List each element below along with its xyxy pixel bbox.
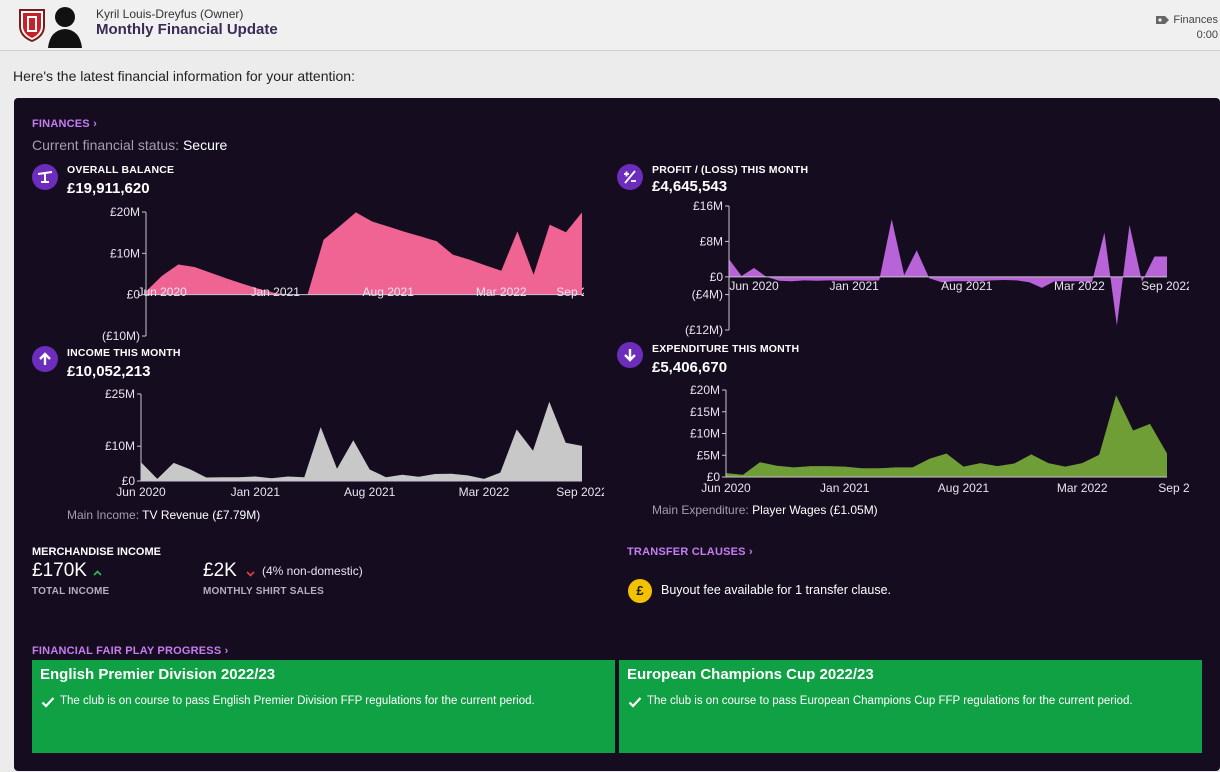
profit-chart: £16M £8M £0 (£4M) (£12M) Jun 2020 Jan 2021 Aug … [685,200,1189,337]
intro-text: Here's the latest financial information … [13,68,355,84]
x-tick-label: Jun 2020 [729,279,779,293]
y-tick-label: (£12M) [685,323,723,337]
series-area [726,395,1167,477]
y-tick-label: (£10M) [102,329,140,343]
x-tick-label: Mar 2022 [1054,279,1105,293]
y-tick-label: £10M [690,427,720,441]
message-time: 0:00 [1196,29,1218,41]
series-area [729,219,1167,326]
y-tick-label: £5M [697,448,720,462]
series-area [141,401,582,481]
trend-down-icon [246,571,255,577]
income-value: £10,052,213 [67,363,151,380]
shirt-sales-value: £2K [203,560,237,581]
merchandise-title: MERCHANDISE INCOME [32,546,161,558]
transfer-clause-text: Buyout fee available for 1 transfer clau… [661,583,891,597]
x-tick-label: Sep 2022 [1141,279,1189,293]
balance-chart: £20M £10M £0 (£10M) Jun 2020 Jan 2021 Aug 2021… [102,205,584,343]
x-tick-label: Mar 2022 [476,285,527,299]
balance-title: OVERALL BALANCE [67,164,175,176]
financial-status-value: Secure [182,137,228,153]
x-tick-label: Jan 2021 [231,485,281,499]
x-tick-label: Sep 2022 [1158,481,1189,495]
trend-up-icon [93,570,102,576]
ffp-card-continental[interactable]: European Champions Cup 2022/23 The club … [619,660,1202,753]
ffp-card-domestic[interactable]: English Premier Division 2022/23 The clu… [32,660,615,753]
y-tick-label: £20M [110,205,140,219]
expenditure-value: £5,406,670 [652,359,728,376]
x-tick-label: Sep 2022 [556,485,604,499]
main-expenditure-value: Player Wages (£1.05M) [752,503,878,517]
y-tick-label: £0 [127,288,141,302]
x-tick-label: Aug 2021 [938,481,990,495]
x-tick-label: Jun 2020 [701,481,751,495]
checkmark-icon [41,697,55,708]
main-income: Main Income: TV Revenue (£7.79M) [67,508,261,522]
x-tick-label: Aug 2021 [941,279,993,293]
x-tick-label: Aug 2021 [344,485,396,499]
expenditure-title: EXPENDITURE THIS MONTH [652,343,800,355]
x-tick-label: Aug 2021 [363,285,415,299]
y-tick-label: £0 [707,470,721,484]
x-tick-label: Jan 2021 [250,285,300,299]
checkmark-icon [628,697,642,708]
y-tick-label: £20M [690,383,720,397]
ffp-card-text: The club is on course to pass English Pr… [60,695,535,707]
shirt-sales-label: MONTHLY SHIRT SALES [203,586,325,597]
y-tick-label: £8M [700,234,723,248]
main-expenditure: Main Expenditure: Player Wages (£1.05M) [652,503,878,517]
merchandise-total: £170K [32,560,87,581]
x-tick-label: Jan 2021 [829,279,879,293]
plus-minus-icon [617,164,643,190]
finances-link[interactable]: FINANCES › [32,118,97,130]
income-title: INCOME THIS MONTH [67,347,181,359]
finances-panel: FINANCES › Current financial status: Sec… [14,98,1220,771]
main-income-value: TV Revenue (£7.79M) [142,508,261,522]
x-tick-label: Jan 2021 [820,481,870,495]
owner-avatar[interactable] [46,2,84,48]
x-tick-label: Sep 2022 [556,285,584,299]
transfer-clauses-link[interactable]: TRANSFER CLAUSES › [627,546,753,558]
y-tick-label: £0 [710,270,724,284]
message-category[interactable]: Finances [1173,14,1218,26]
message-meta: Finances 0:00 [1156,13,1220,43]
y-tick-label: £15M [690,405,720,419]
y-tick-label: £10M [105,439,135,453]
balance-value: £19,911,620 [67,180,150,197]
shirt-sales-note: (4% non-domestic) [262,564,363,578]
message-header: Kyril Louis-Dreyfus (Owner) Monthly Fina… [0,0,1220,51]
balance-scale-icon [32,164,58,190]
financial-status: Current financial status: Secure [32,137,228,153]
y-tick-label: £16M [693,200,723,213]
arrow-up-icon [32,346,58,372]
series-area [146,212,582,295]
profit-value: £4,645,543 [652,178,728,195]
x-tick-label: Jun 2020 [116,485,166,499]
x-tick-label: Mar 2022 [459,485,510,499]
total-income-label: TOTAL INCOME [32,586,110,597]
tag-icon [1156,16,1170,24]
ffp-card-text: The club is on course to pass European C… [647,695,1133,707]
y-tick-label: £10M [110,246,140,260]
x-tick-label: Mar 2022 [1057,481,1108,495]
pound-coin-icon: £ [628,579,652,603]
x-tick-label: Jun 2020 [137,285,187,299]
club-badge-icon [19,9,45,42]
y-tick-label: £0 [122,474,136,488]
profit-title: PROFIT / (LOSS) THIS MONTH [652,164,809,176]
y-tick-label: (£4M) [692,288,723,302]
ffp-progress-link[interactable]: FINANCIAL FAIR PLAY PROGRESS › [32,645,229,657]
message-subject: Monthly Financial Update [96,21,278,38]
arrow-down-icon [617,342,643,368]
sender-name[interactable]: Kyril Louis-Dreyfus (Owner) [96,7,244,21]
y-tick-label: £25M [105,387,135,401]
ffp-card-title: European Champions Cup 2022/23 [627,666,874,683]
ffp-card-title: English Premier Division 2022/23 [40,666,276,683]
